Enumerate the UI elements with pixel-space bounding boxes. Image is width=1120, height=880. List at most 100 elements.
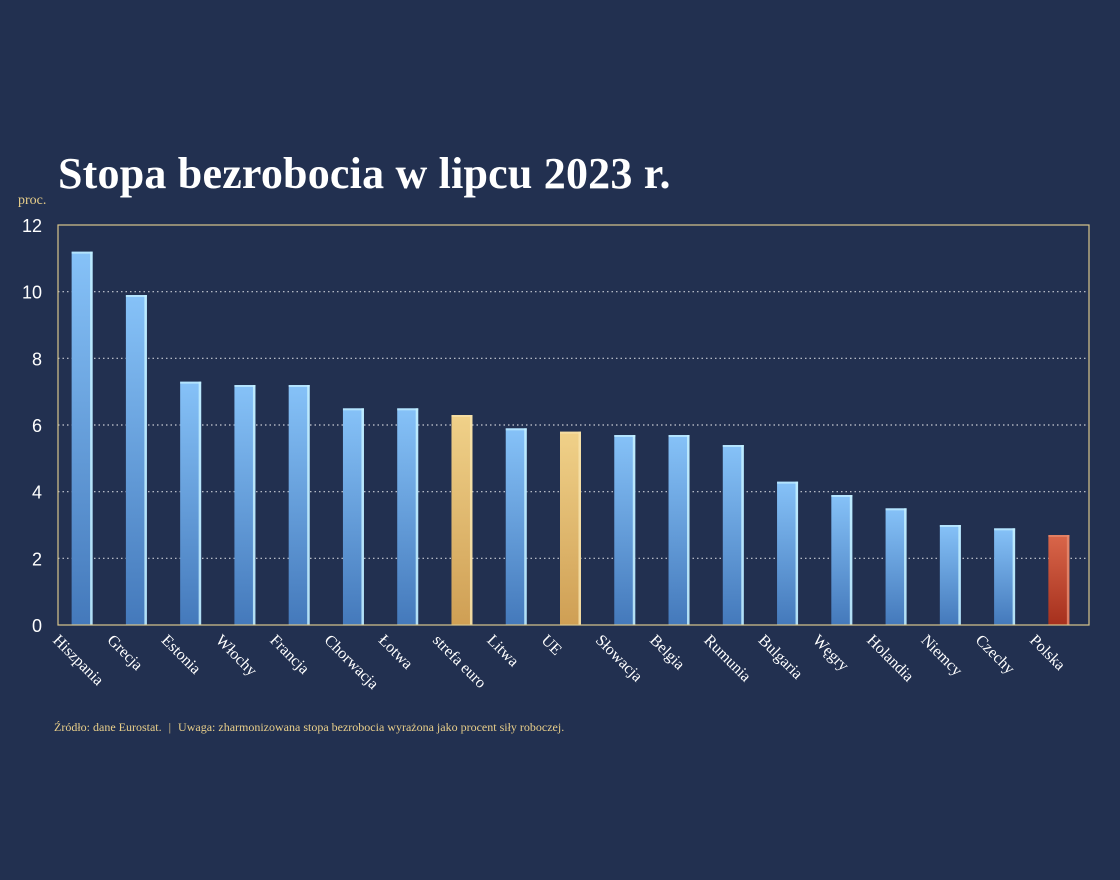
x-tick-label: Łotwa (375, 632, 416, 673)
bar-highlight-edge (741, 445, 744, 625)
bar-body (668, 435, 690, 625)
bar-body (994, 528, 1016, 625)
bar-highlight-edge (198, 381, 202, 625)
x-tick-label: Chorwacja (321, 632, 382, 693)
chart-title: Stopa bezrobocia w lipcu 2023 r. (58, 149, 671, 198)
bar-top-edge (505, 428, 527, 431)
bar-highlight-edge (90, 251, 93, 625)
bar-highlight-edge (307, 385, 310, 625)
bar-body (777, 481, 799, 625)
bar (831, 495, 853, 625)
bar-top-edge (668, 435, 690, 437)
bar (722, 445, 744, 625)
bar-highlight-edge (361, 408, 364, 625)
x-tick-label: Belgia (646, 632, 688, 674)
x-tick-label: Rumunia (700, 632, 754, 686)
bar-top-edge (777, 481, 799, 484)
bar (614, 435, 636, 625)
x-tick-label: Czechy (972, 632, 1018, 678)
x-tick-label: Niemcy (918, 632, 966, 680)
bar-top-edge (1048, 535, 1070, 537)
footnote: Źródło: dane Eurostat. | Uwaga: zharmonizo… (54, 720, 564, 735)
bar (560, 431, 581, 625)
bar-highlight-edge (958, 525, 961, 625)
bar-highlight-edge (252, 385, 256, 625)
bar-top-edge (614, 435, 636, 437)
x-tick-label: Grecja (104, 632, 146, 674)
y-tick-label: 12 (22, 216, 42, 236)
y-tick-label: 8 (32, 349, 42, 369)
bar-top-edge (234, 385, 256, 387)
bar-top-edge (939, 525, 961, 527)
bar (71, 251, 93, 625)
plot-frame (57, 224, 1090, 626)
bar-body (939, 525, 961, 625)
bar-top-edge (125, 295, 147, 297)
x-tick-label: Włochy (212, 632, 260, 680)
bar-top-edge (397, 408, 419, 411)
bar-body (1048, 535, 1070, 625)
bar-highlight-edge (415, 408, 419, 625)
bar-body (831, 495, 853, 625)
x-tick-label: Węgry (809, 632, 852, 675)
x-tick-label: Litwa (483, 632, 521, 670)
bar (234, 385, 256, 625)
y-tick-label: 0 (32, 616, 42, 636)
bar (994, 528, 1016, 625)
bar-top-edge (722, 445, 744, 447)
bar-top-edge (994, 528, 1016, 531)
bar-body (125, 295, 147, 625)
bar (668, 435, 690, 625)
bar-body (288, 385, 310, 625)
x-tick-label: Hiszpania (49, 632, 106, 689)
bar-top-edge (560, 431, 581, 434)
bar (885, 508, 907, 625)
bar-body (722, 445, 744, 625)
y-axis-ticks: 0 2 4 6 8 10 12 (22, 216, 42, 636)
bar-highlight-edge (469, 415, 473, 625)
x-tick-label: UE (538, 632, 565, 659)
bar (451, 415, 473, 625)
bar (505, 428, 527, 625)
x-tick-label: Estonia (158, 632, 204, 678)
bar-top-edge (288, 385, 310, 387)
footnote-separator: | (168, 720, 172, 734)
bar-body (560, 431, 581, 625)
bar (342, 408, 364, 625)
bar-top-edge (451, 415, 473, 417)
bar-highlight-edge (904, 508, 907, 625)
bar-top-edge (831, 495, 853, 497)
bar (180, 381, 202, 625)
bar-highlight-edge (578, 431, 581, 625)
x-tick-label: strefa euro (429, 632, 489, 692)
bar-body (505, 428, 527, 625)
bar-body (342, 408, 364, 625)
x-tick-label: Francja (266, 632, 312, 678)
x-tick-label: Holandia (863, 632, 916, 685)
bar-top-edge (180, 381, 202, 384)
bar-highlight-edge (632, 435, 636, 625)
bar-highlight-edge (1012, 528, 1016, 625)
x-tick-label: Polska (1026, 632, 1068, 674)
bar-highlight-edge (849, 495, 853, 625)
bar-body (451, 415, 473, 625)
plot-border (57, 224, 1090, 626)
bar (125, 295, 147, 625)
y-tick-label: 2 (32, 549, 42, 569)
y-tick-label: 4 (32, 483, 42, 503)
y-tick-label: 10 (22, 283, 42, 303)
bar-body (885, 508, 907, 625)
bar (1048, 535, 1070, 625)
x-tick-label: Bulgaria (755, 632, 806, 683)
bar-highlight-edge (144, 295, 147, 625)
bar-body (397, 408, 419, 625)
bar (288, 385, 310, 625)
bar-body (234, 385, 256, 625)
methodology-note: Uwaga: zharmonizowana stopa bezrobocia w… (178, 720, 565, 734)
bar (939, 525, 961, 625)
bars (71, 251, 1070, 625)
bar-highlight-edge (524, 428, 527, 625)
bar-body (71, 251, 93, 625)
bar-top-edge (71, 251, 93, 254)
